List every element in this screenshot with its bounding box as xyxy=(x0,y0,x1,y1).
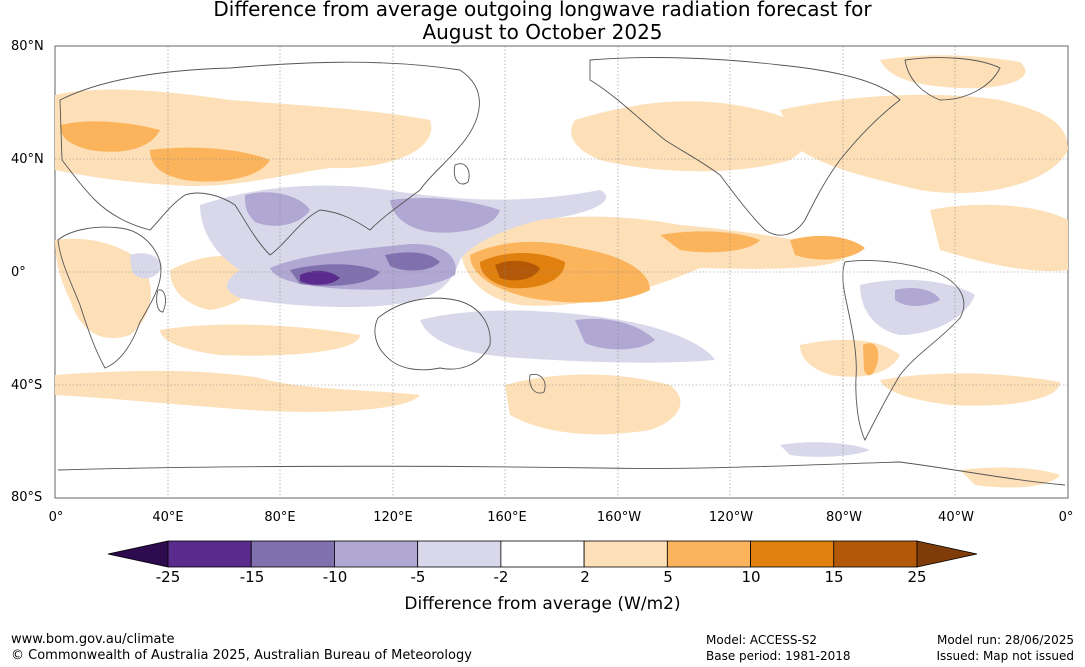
colorbar-segment xyxy=(250,540,335,568)
anomaly-west-pacific-core xyxy=(495,260,540,281)
coastline-eurasia xyxy=(59,61,480,256)
anomaly-southern-ocean-positive xyxy=(960,467,1060,488)
colorbar-segment xyxy=(750,540,835,568)
coastline-australia xyxy=(374,297,491,371)
footer-website: www.bom.gov.au/climate xyxy=(11,632,175,647)
colorbar-segment xyxy=(833,540,918,568)
anomaly-north-atlantic-positive xyxy=(780,94,1068,194)
anomaly-southern-indian-positive xyxy=(55,370,420,412)
colorbar-tick-label: 10 xyxy=(741,568,761,586)
colorbar-tick-label: 15 xyxy=(824,568,844,586)
lon-label-160w: 160°W xyxy=(596,510,642,525)
map-title-line2: August to October 2025 xyxy=(422,20,663,44)
anomaly-south-america-negative xyxy=(860,279,975,335)
footer-copyright: © Commonwealth of Australia 2025, Austra… xyxy=(11,648,472,663)
lat-label-80n: 80°N xyxy=(11,39,44,54)
anomaly-central-pacific-strong-positive xyxy=(660,231,760,253)
colorbar-tick-label: 5 xyxy=(663,568,673,586)
coastlines xyxy=(57,57,1066,486)
colorbar-tick-label: -25 xyxy=(155,568,181,586)
gridlines xyxy=(55,46,1068,498)
colorbar-tick-label: -10 xyxy=(322,568,348,586)
coastline-north-america xyxy=(589,57,901,236)
anomaly-southeast-asia-moderate-negative xyxy=(390,198,500,233)
colorbar-segment xyxy=(167,540,252,568)
footer-issued: Issued: Map not issued xyxy=(936,649,1074,663)
anomaly-south-atlantic-positive xyxy=(880,373,1060,406)
colorbar-tick-label: 25 xyxy=(907,568,927,586)
lon-label-120e: 120°E xyxy=(373,510,413,525)
coastline-antarctica xyxy=(57,461,1066,486)
lon-label-80w: 80°W xyxy=(826,510,862,525)
colorbar-tick-label: -2 xyxy=(493,568,509,586)
anomaly-south-indian-positive xyxy=(160,324,360,356)
colorbar-title: Difference from average (W/m2) xyxy=(404,594,681,614)
coastline-south-america xyxy=(842,260,965,442)
anomaly-shading xyxy=(55,55,1068,488)
lon-label-40w: 40°W xyxy=(938,510,974,525)
colorbar-extend-low xyxy=(107,540,169,568)
lon-label-120w: 120°W xyxy=(708,510,754,525)
anomaly-south-pacific-negative xyxy=(420,310,715,363)
colorbar-segment xyxy=(666,540,751,568)
map-title-line1: Difference from average outgoing longwav… xyxy=(213,0,872,21)
anomaly-africa-positive xyxy=(55,238,151,339)
lon-label-0: 0° xyxy=(48,510,64,525)
anomaly-amazon-moderate-negative xyxy=(895,288,940,306)
anomaly-andes-strong-positive xyxy=(863,343,879,376)
footer-base-period: Base period: 1981-2018 xyxy=(706,649,851,663)
anomaly-caribbean-strong-positive xyxy=(790,235,865,260)
anomaly-europe-strong-positive xyxy=(60,121,160,152)
lon-label-80e: 80°E xyxy=(264,510,296,525)
anomaly-north-pacific-positive xyxy=(571,101,809,172)
lon-label-0-right: 0° xyxy=(1058,510,1074,525)
lon-label-160e: 160°E xyxy=(487,510,527,525)
colorbar-extend-high xyxy=(916,540,978,568)
anomaly-eurasia-positive xyxy=(55,89,432,187)
footer-model-run: Model run: 28/06/2025 xyxy=(936,633,1074,647)
colorbar-segment xyxy=(334,540,419,568)
footer-model: Model: ACCESS-S2 xyxy=(706,633,818,647)
coastline-africa xyxy=(57,226,162,369)
coastline-greenland xyxy=(904,57,1001,101)
anomaly-south-pacific-moderate-negative xyxy=(575,318,655,350)
colorbar-segment xyxy=(500,540,585,568)
colorbar-tick-label: -5 xyxy=(410,568,426,586)
lon-label-40e: 40°E xyxy=(152,510,184,525)
anomaly-indonesia-strong-negative xyxy=(385,252,440,271)
colorbar-segment xyxy=(417,540,502,568)
colorbar-tick-label: -15 xyxy=(239,568,265,586)
colorbar-segment xyxy=(583,540,668,568)
anomaly-india-moderate-negative xyxy=(245,192,310,226)
coastline-madagascar xyxy=(156,289,166,313)
anomaly-south-pacific-positive xyxy=(505,374,681,435)
colorbar-tick-label: 2 xyxy=(580,568,590,586)
lat-label-0: 0° xyxy=(11,265,26,280)
anomaly-central-asia-strong-positive xyxy=(150,147,270,182)
lat-label-40s: 40°S xyxy=(11,378,43,393)
anomaly-indian-ocean-core-negative xyxy=(300,270,340,285)
coastline-japan xyxy=(453,163,470,185)
anomaly-southern-negative xyxy=(780,442,870,457)
lat-label-80s: 80°S xyxy=(11,490,43,505)
coastline-new-zealand xyxy=(529,373,546,394)
anomaly-atlantic-tropics-positive xyxy=(930,204,1068,272)
lat-label-40n: 40°N xyxy=(11,152,44,167)
